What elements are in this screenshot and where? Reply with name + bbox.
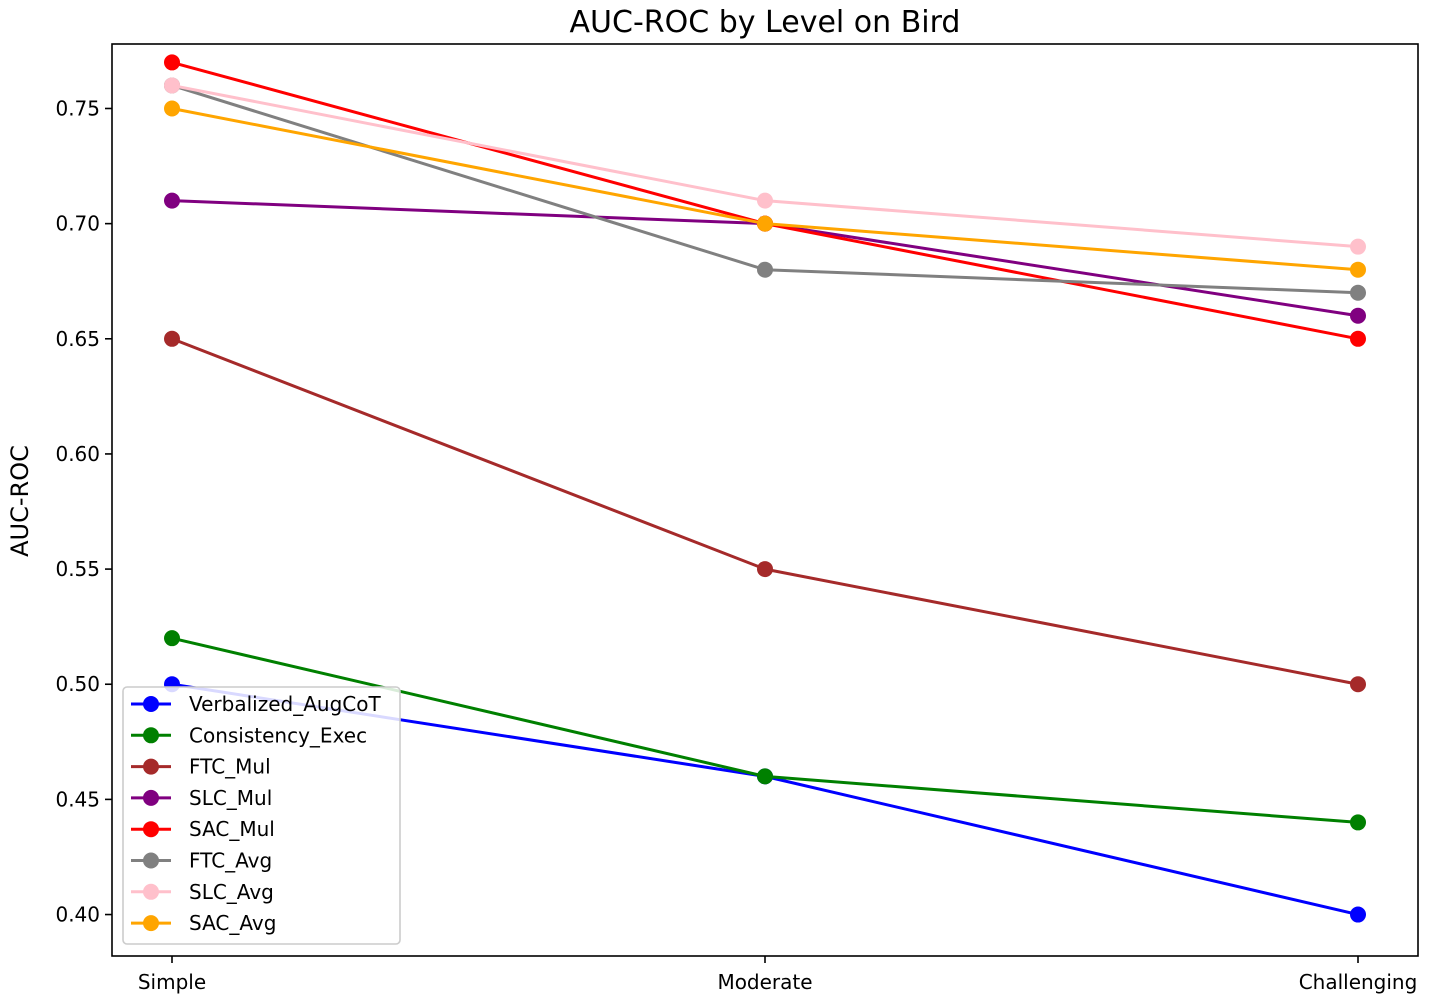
legend: Verbalized_AugCoT Consistency_Exec FTC_Mul…	[122, 686, 401, 945]
legend-item: Verbalized_AugCoT	[131, 692, 381, 716]
legend-swatch-marker	[143, 821, 159, 838]
legend-item: SAC_Avg	[131, 911, 276, 935]
legend-item: SLC_Mul	[131, 786, 272, 810]
legend-item: SAC_Mul	[131, 817, 275, 841]
y-axis-ticks: 0.40 0.45 0.50 0.55 0.60 0.65 0.70 0.75	[55, 96, 112, 927]
legend-label: SLC_Avg	[189, 880, 274, 904]
plot-frame	[111, 43, 1419, 957]
legend-item: FTC_Mul	[131, 755, 271, 779]
y-tick-label: 0.55	[55, 557, 100, 581]
chart-title: AUC-ROC by Level on Bird	[570, 5, 961, 40]
data-point	[164, 192, 180, 209]
legend-swatch-marker	[143, 852, 159, 869]
legend-label: SAC_Mul	[189, 817, 275, 841]
x-axis-ticks: Simple Moderate Challenging	[138, 956, 1417, 994]
legend-swatch-marker	[143, 758, 159, 775]
data-point	[757, 215, 773, 232]
y-axis-label: AUC-ROC	[6, 445, 34, 557]
y-tick-label: 0.70	[55, 212, 100, 236]
data-point	[1350, 814, 1366, 831]
legend-label: Consistency_Exec	[189, 723, 367, 747]
y-tick-label: 0.50	[55, 672, 100, 696]
series-line	[171, 107, 1359, 272]
data-point	[1350, 238, 1366, 255]
data-point	[164, 54, 180, 71]
legend-swatch-marker	[143, 696, 159, 712]
legend-item: Consistency_Exec	[131, 723, 367, 747]
data-point	[1350, 330, 1366, 347]
data-point	[1350, 307, 1366, 324]
y-tick-label: 0.40	[55, 903, 100, 927]
series-Consistency_Exec	[164, 630, 1366, 831]
legend-frame	[122, 686, 401, 945]
data-point	[164, 77, 180, 94]
data-point	[164, 630, 180, 647]
legend-swatch-marker	[143, 789, 159, 806]
data-point	[164, 100, 180, 117]
x-tick-label: Moderate	[717, 970, 812, 994]
legend-swatch-marker	[143, 915, 159, 932]
legend-item: SLC_Avg	[131, 880, 274, 904]
data-point	[757, 261, 773, 278]
legend-swatch-marker	[143, 727, 159, 744]
legend-label: FTC_Mul	[189, 755, 271, 779]
data-point	[164, 330, 180, 347]
series-SLC_Avg	[164, 77, 1366, 255]
data-point	[757, 768, 773, 785]
x-tick-label: Simple	[138, 970, 206, 994]
series-line	[171, 84, 1359, 295]
y-tick-label: 0.65	[55, 327, 100, 351]
y-tick-label: 0.45	[55, 787, 100, 811]
y-tick-label: 0.75	[55, 96, 100, 120]
legend-label: FTC_Avg	[189, 849, 272, 873]
data-point	[1350, 261, 1366, 278]
y-tick-label: 0.60	[55, 442, 100, 466]
series-FTC_Mul	[164, 330, 1366, 693]
legend-swatch-marker	[143, 883, 159, 900]
data-point	[1350, 676, 1366, 693]
data-point	[1350, 906, 1366, 923]
data-point	[757, 192, 773, 209]
series-line	[171, 337, 1359, 686]
data-point	[757, 561, 773, 578]
legend-item: FTC_Avg	[131, 849, 272, 873]
series-FTC_Avg	[164, 77, 1366, 301]
legend-label: SAC_Avg	[189, 911, 276, 935]
data-point	[1350, 284, 1366, 301]
x-tick-label: Challenging	[1299, 970, 1418, 994]
legend-label: SLC_Mul	[189, 786, 272, 810]
series-SAC_Avg	[164, 100, 1366, 278]
legend-label: Verbalized_AugCoT	[189, 692, 381, 716]
